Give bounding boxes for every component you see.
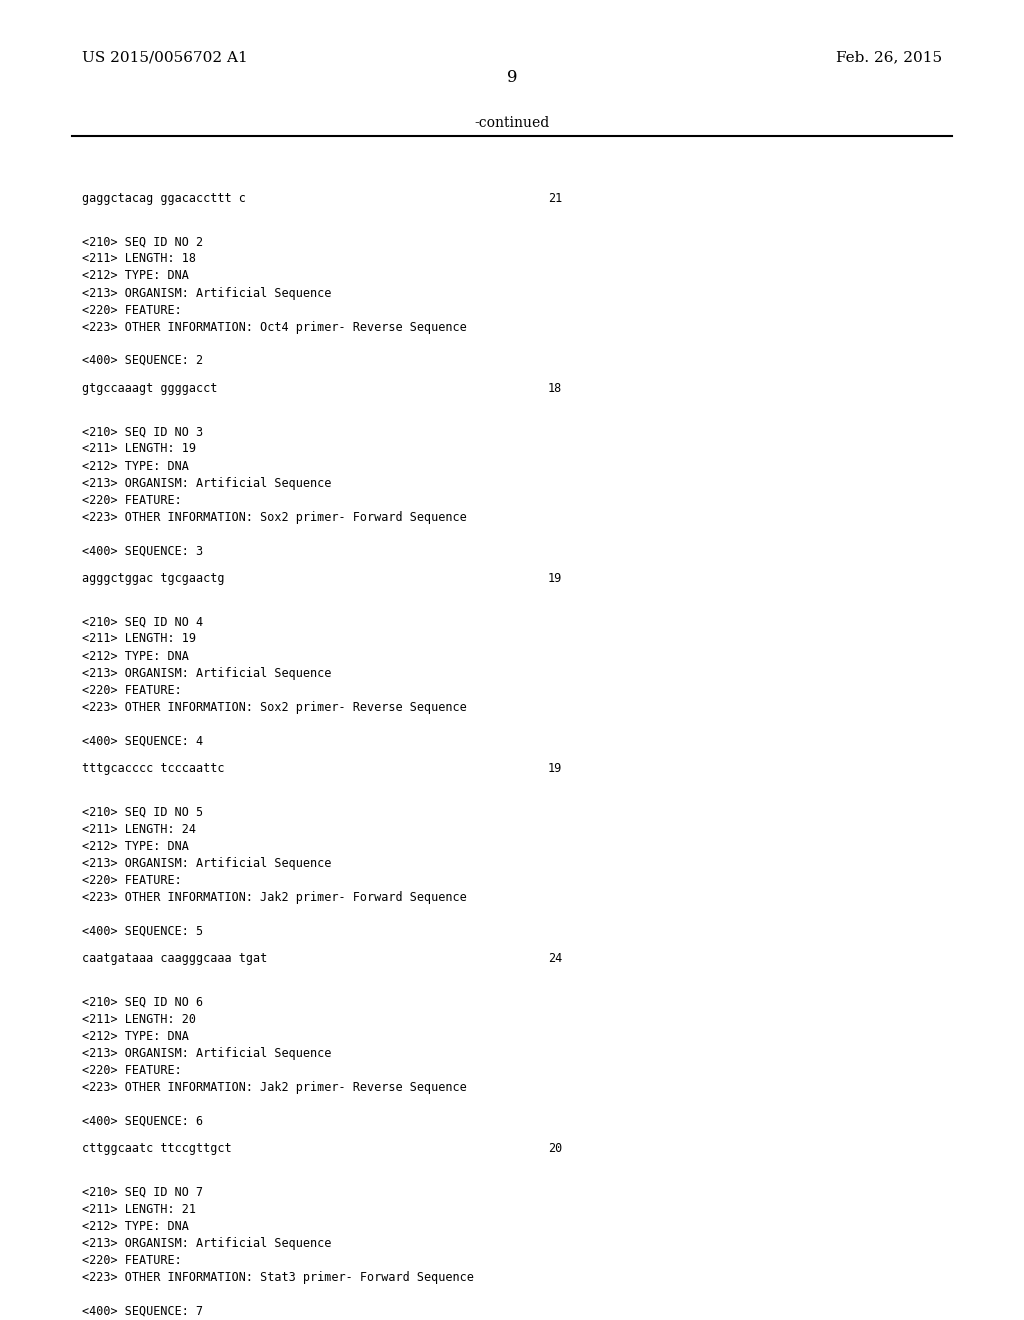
Text: 18: 18	[548, 381, 562, 395]
Text: 21: 21	[548, 191, 562, 205]
Text: <213> ORGANISM: Artificial Sequence: <213> ORGANISM: Artificial Sequence	[82, 1237, 332, 1250]
Text: <220> FEATURE:: <220> FEATURE:	[82, 874, 181, 887]
Text: <211> LENGTH: 18: <211> LENGTH: 18	[82, 252, 196, 265]
Text: <210> SEQ ID NO 3: <210> SEQ ID NO 3	[82, 425, 203, 438]
Text: <210> SEQ ID NO 7: <210> SEQ ID NO 7	[82, 1185, 203, 1199]
Text: 9: 9	[507, 69, 517, 86]
Text: <211> LENGTH: 20: <211> LENGTH: 20	[82, 1012, 196, 1026]
Text: <220> FEATURE:: <220> FEATURE:	[82, 1064, 181, 1077]
Text: <212> TYPE: DNA: <212> TYPE: DNA	[82, 1030, 188, 1043]
Text: <220> FEATURE:: <220> FEATURE:	[82, 684, 181, 697]
Text: <212> TYPE: DNA: <212> TYPE: DNA	[82, 1220, 188, 1233]
Text: <213> ORGANISM: Artificial Sequence: <213> ORGANISM: Artificial Sequence	[82, 667, 332, 680]
Text: <400> SEQUENCE: 7: <400> SEQUENCE: 7	[82, 1304, 203, 1317]
Text: <211> LENGTH: 24: <211> LENGTH: 24	[82, 822, 196, 836]
Text: Feb. 26, 2015: Feb. 26, 2015	[836, 50, 942, 65]
Text: <210> SEQ ID NO 4: <210> SEQ ID NO 4	[82, 615, 203, 628]
Text: <212> TYPE: DNA: <212> TYPE: DNA	[82, 840, 188, 853]
Text: <400> SEQUENCE: 6: <400> SEQUENCE: 6	[82, 1114, 203, 1127]
Text: <223> OTHER INFORMATION: Oct4 primer- Reverse Sequence: <223> OTHER INFORMATION: Oct4 primer- Re…	[82, 321, 467, 334]
Text: <213> ORGANISM: Artificial Sequence: <213> ORGANISM: Artificial Sequence	[82, 857, 332, 870]
Text: <211> LENGTH: 21: <211> LENGTH: 21	[82, 1203, 196, 1216]
Text: <400> SEQUENCE: 5: <400> SEQUENCE: 5	[82, 924, 203, 937]
Text: <213> ORGANISM: Artificial Sequence: <213> ORGANISM: Artificial Sequence	[82, 286, 332, 300]
Text: <400> SEQUENCE: 2: <400> SEQUENCE: 2	[82, 354, 203, 367]
Text: <220> FEATURE:: <220> FEATURE:	[82, 494, 181, 507]
Text: <223> OTHER INFORMATION: Sox2 primer- Forward Sequence: <223> OTHER INFORMATION: Sox2 primer- Fo…	[82, 511, 467, 524]
Text: <211> LENGTH: 19: <211> LENGTH: 19	[82, 442, 196, 455]
Text: <210> SEQ ID NO 6: <210> SEQ ID NO 6	[82, 995, 203, 1008]
Text: <213> ORGANISM: Artificial Sequence: <213> ORGANISM: Artificial Sequence	[82, 1047, 332, 1060]
Text: <223> OTHER INFORMATION: Stat3 primer- Forward Sequence: <223> OTHER INFORMATION: Stat3 primer- F…	[82, 1271, 474, 1284]
Text: <210> SEQ ID NO 2: <210> SEQ ID NO 2	[82, 235, 203, 248]
Text: cttggcaatc ttccgttgct: cttggcaatc ttccgttgct	[82, 1142, 231, 1155]
Text: 20: 20	[548, 1142, 562, 1155]
Text: <220> FEATURE:: <220> FEATURE:	[82, 304, 181, 317]
Text: <223> OTHER INFORMATION: Jak2 primer- Forward Sequence: <223> OTHER INFORMATION: Jak2 primer- Fo…	[82, 891, 467, 904]
Text: US 2015/0056702 A1: US 2015/0056702 A1	[82, 50, 248, 65]
Text: <212> TYPE: DNA: <212> TYPE: DNA	[82, 459, 188, 473]
Text: <400> SEQUENCE: 3: <400> SEQUENCE: 3	[82, 544, 203, 557]
Text: <400> SEQUENCE: 4: <400> SEQUENCE: 4	[82, 734, 203, 747]
Text: tttgcacccc tcccaattc: tttgcacccc tcccaattc	[82, 762, 224, 775]
Text: <213> ORGANISM: Artificial Sequence: <213> ORGANISM: Artificial Sequence	[82, 477, 332, 490]
Text: gtgccaaagt ggggacct: gtgccaaagt ggggacct	[82, 381, 217, 395]
Text: <212> TYPE: DNA: <212> TYPE: DNA	[82, 649, 188, 663]
Text: caatgataaa caagggcaaa tgat: caatgataaa caagggcaaa tgat	[82, 952, 267, 965]
Text: 24: 24	[548, 952, 562, 965]
Text: gaggctacag ggacaccttt c: gaggctacag ggacaccttt c	[82, 191, 246, 205]
Text: 19: 19	[548, 762, 562, 775]
Text: -continued: -continued	[474, 116, 550, 131]
Text: <212> TYPE: DNA: <212> TYPE: DNA	[82, 269, 188, 282]
Text: <223> OTHER INFORMATION: Sox2 primer- Reverse Sequence: <223> OTHER INFORMATION: Sox2 primer- Re…	[82, 701, 467, 714]
Text: agggctggac tgcgaactg: agggctggac tgcgaactg	[82, 572, 224, 585]
Text: <223> OTHER INFORMATION: Jak2 primer- Reverse Sequence: <223> OTHER INFORMATION: Jak2 primer- Re…	[82, 1081, 467, 1094]
Text: <211> LENGTH: 19: <211> LENGTH: 19	[82, 632, 196, 645]
Text: <220> FEATURE:: <220> FEATURE:	[82, 1254, 181, 1267]
Text: 19: 19	[548, 572, 562, 585]
Text: <210> SEQ ID NO 5: <210> SEQ ID NO 5	[82, 805, 203, 818]
